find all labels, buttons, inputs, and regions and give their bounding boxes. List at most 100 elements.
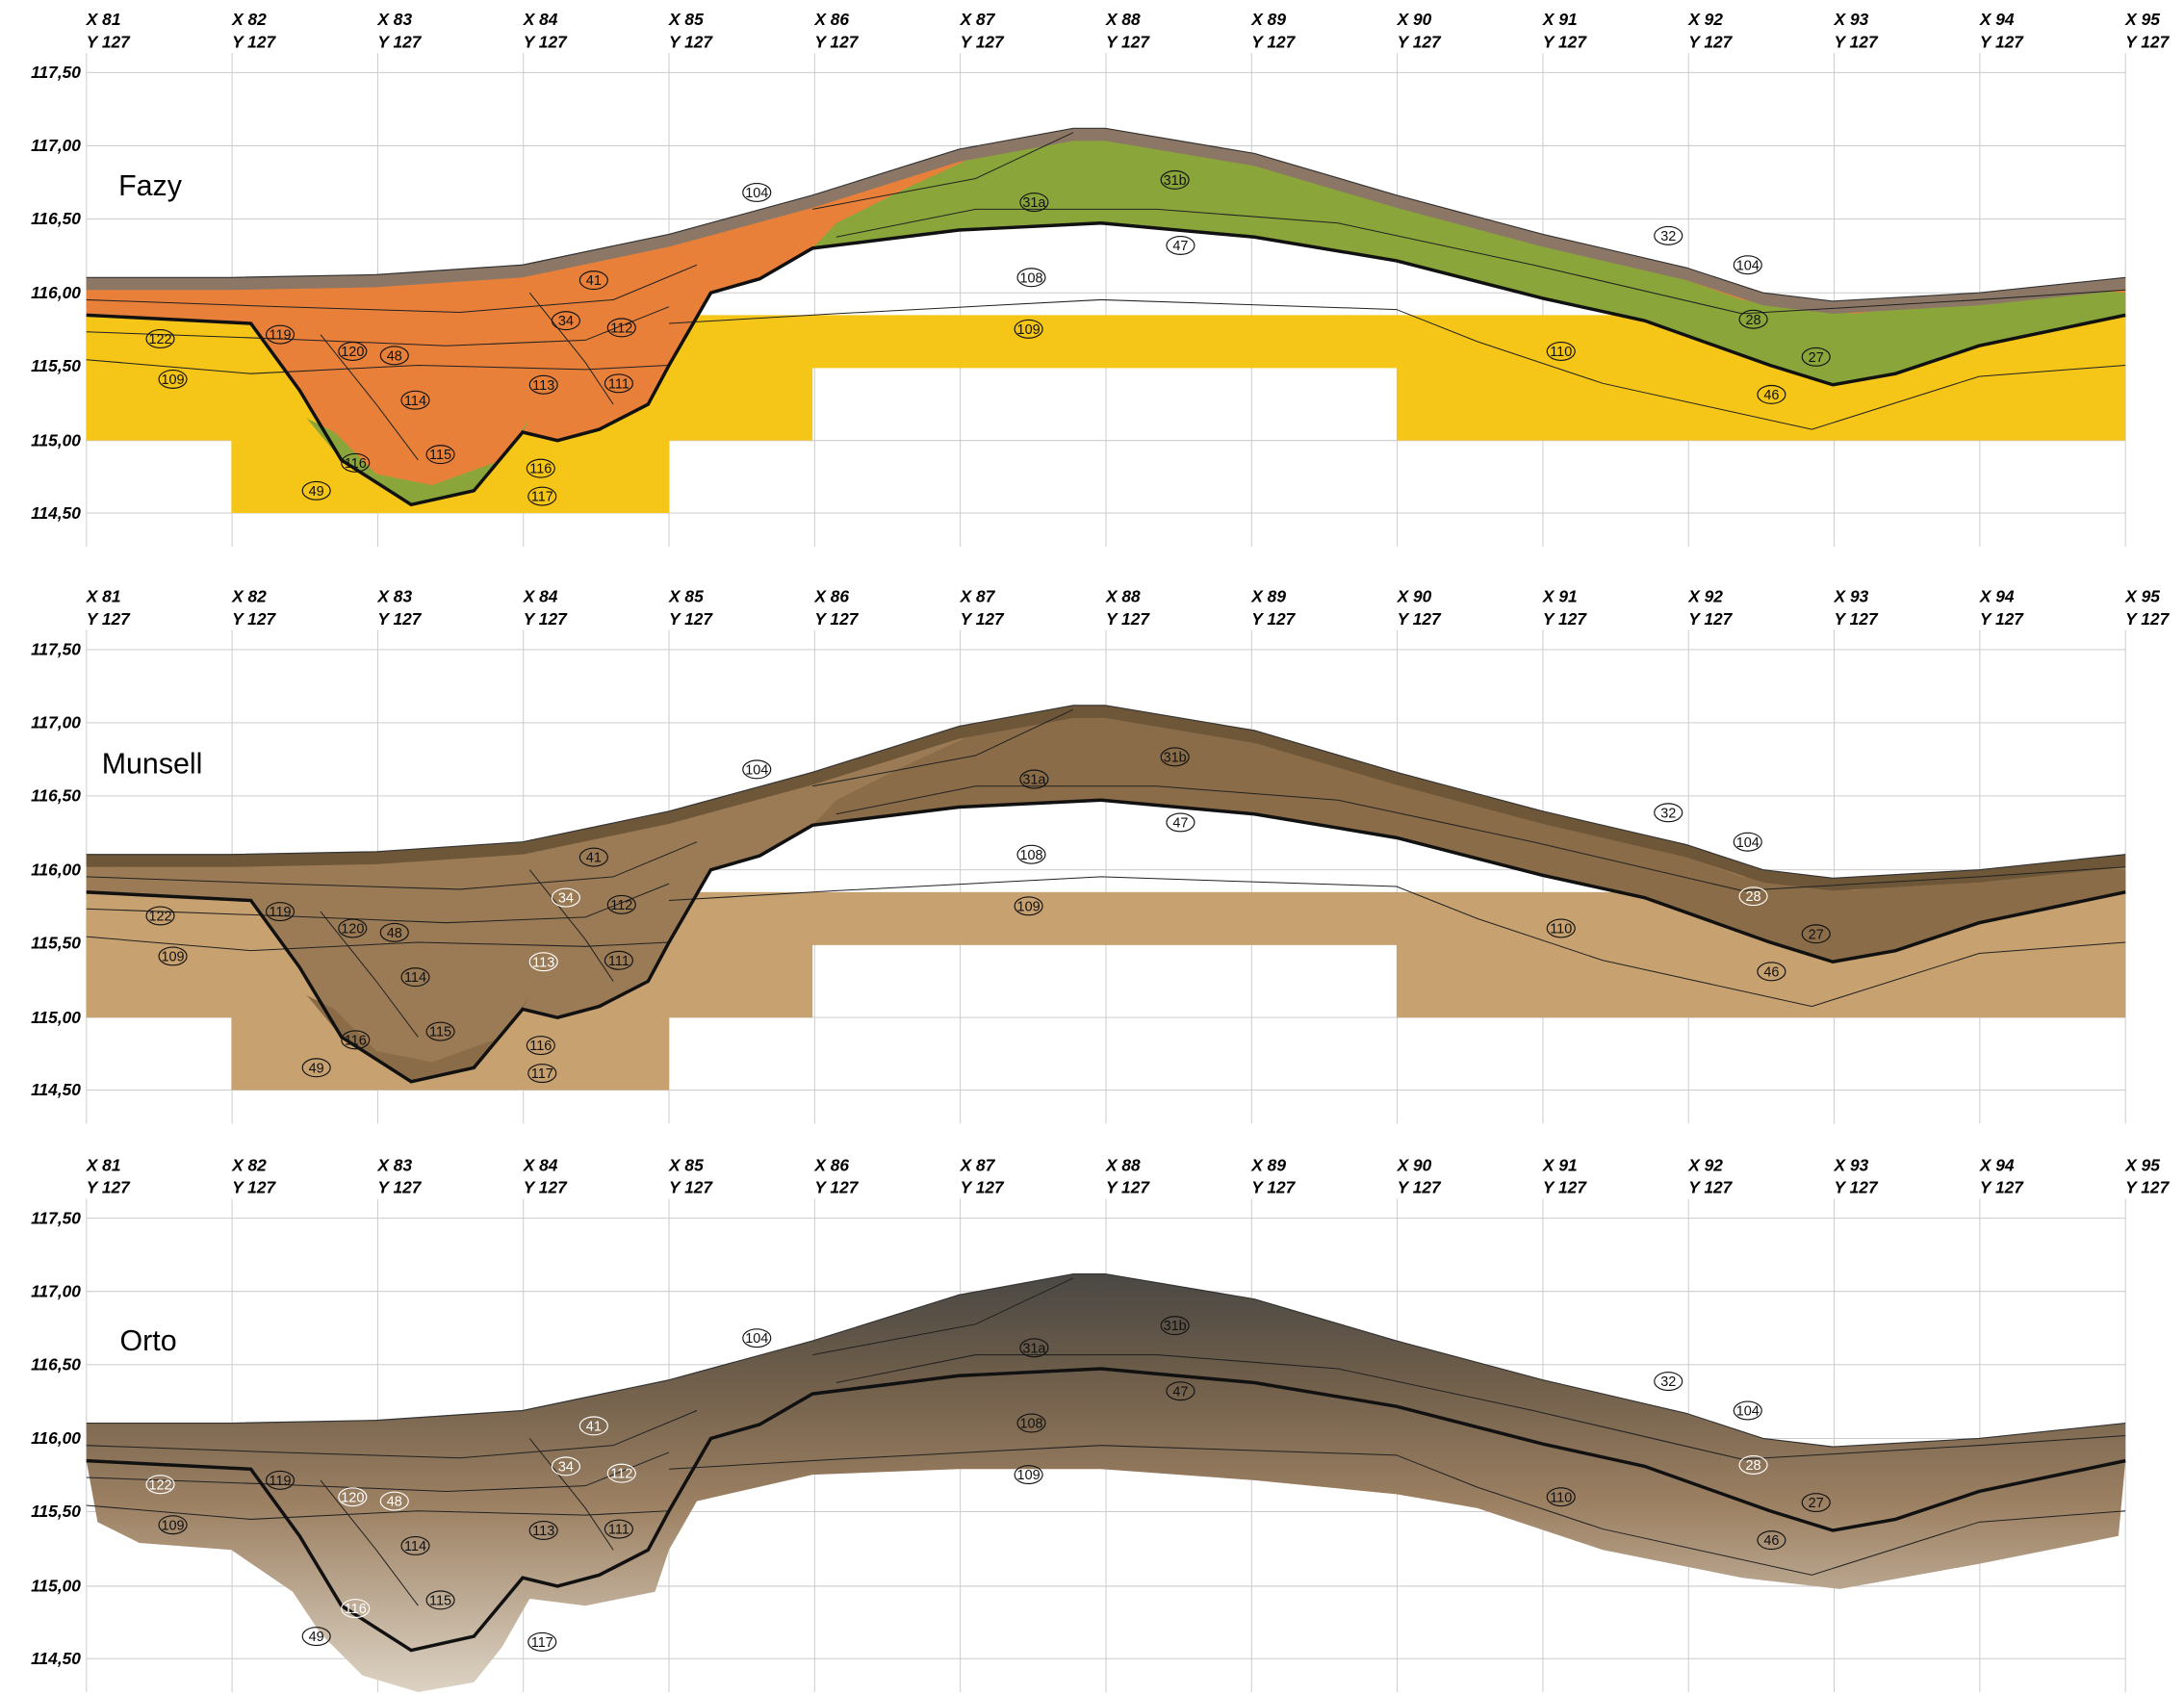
layer-label: 111 bbox=[608, 1523, 630, 1538]
column-x-label: X 91 bbox=[1542, 587, 1578, 606]
layer-label: 120 bbox=[341, 1490, 364, 1505]
column-x-label: X 93 bbox=[1834, 1155, 1869, 1174]
level-label: 114,50 bbox=[31, 503, 81, 523]
layer-label-oval bbox=[145, 906, 175, 926]
column-y-label: Y 127 bbox=[961, 1178, 1005, 1197]
layer-label-oval bbox=[338, 342, 368, 362]
layer-label: 109 bbox=[161, 1518, 184, 1533]
column-x-label: X 94 bbox=[1979, 587, 2015, 606]
layer-label: 109 bbox=[161, 372, 184, 388]
panel-title: Munsell bbox=[102, 748, 203, 781]
boundary-line bbox=[86, 798, 2126, 1084]
layer-label-oval bbox=[1166, 235, 1195, 255]
column-x-label: X 92 bbox=[1687, 587, 1723, 606]
layer-line bbox=[669, 1445, 2126, 1576]
column-x-label: X 94 bbox=[1979, 1155, 2015, 1174]
layer-line bbox=[835, 785, 2126, 891]
layer-label-oval bbox=[526, 1604, 555, 1624]
column-y-label: Y 127 bbox=[1688, 609, 1733, 629]
layer-line bbox=[86, 359, 670, 374]
fill-layer bbox=[86, 705, 2126, 1082]
layer-label-oval bbox=[1019, 769, 1049, 789]
orto-photo bbox=[86, 1273, 2126, 1692]
layer-label: 48 bbox=[387, 926, 402, 941]
layer-label-oval bbox=[1016, 844, 1046, 864]
layer-label: 120 bbox=[341, 922, 364, 937]
column-y-label: Y 127 bbox=[1106, 32, 1150, 51]
layer-label: 116 bbox=[345, 1033, 367, 1048]
column-y-label: Y 127 bbox=[1835, 609, 1879, 629]
layer-line bbox=[86, 883, 670, 924]
layer-label-oval bbox=[158, 369, 188, 389]
column-y-label: Y 127 bbox=[1106, 609, 1150, 629]
column-y-label: Y 127 bbox=[1835, 1178, 1879, 1197]
column-x-label: X 87 bbox=[960, 10, 996, 29]
layer-label-oval bbox=[1166, 1381, 1195, 1401]
layer-label: 46 bbox=[1763, 964, 1779, 980]
layer-label-oval bbox=[158, 1515, 188, 1535]
column-x-label: X 91 bbox=[1542, 1155, 1578, 1174]
surface-line bbox=[86, 127, 2126, 302]
column-y-label: Y 127 bbox=[669, 1178, 713, 1197]
column-x-label: X 83 bbox=[376, 1155, 412, 1174]
column-y-label: Y 127 bbox=[87, 1178, 131, 1197]
column-y-label: Y 127 bbox=[524, 1178, 568, 1197]
layer-label-oval bbox=[604, 373, 633, 394]
layer-label-oval bbox=[606, 1463, 636, 1483]
column-x-label: X 85 bbox=[668, 587, 704, 606]
green-layer bbox=[306, 418, 530, 505]
layer-label: 114 bbox=[404, 970, 426, 986]
layer-label-oval bbox=[1733, 1400, 1762, 1421]
panel: X 81 Y 127 X 82 Y 127 X 83 Y 127 X 84 Y 127 X 85… bbox=[31, 10, 2171, 547]
layer-label-oval bbox=[379, 922, 409, 942]
layer-label-oval bbox=[1757, 962, 1786, 982]
layer-line bbox=[528, 869, 614, 982]
level-label: 116,50 bbox=[31, 786, 81, 806]
column-x-label: X 89 bbox=[1250, 1155, 1286, 1174]
column-y-label: Y 127 bbox=[1251, 1178, 1296, 1197]
layer-label-oval bbox=[1738, 886, 1768, 907]
boundary-line bbox=[86, 1367, 2126, 1653]
layer-label-oval bbox=[1738, 309, 1768, 329]
layer-label-oval bbox=[145, 1475, 175, 1495]
layer-label-oval bbox=[528, 374, 558, 395]
column-x-label: X 93 bbox=[1834, 587, 1869, 606]
layer-label: 115 bbox=[429, 1025, 451, 1040]
column-x-label: X 89 bbox=[1250, 587, 1286, 606]
level-label: 115,00 bbox=[31, 1577, 81, 1596]
surface-line bbox=[86, 705, 2126, 879]
layer-label: 117 bbox=[531, 490, 553, 505]
panel-title: Orto bbox=[120, 1324, 177, 1357]
layer-label: 114 bbox=[404, 1539, 426, 1554]
layer-label-oval bbox=[265, 902, 295, 922]
layer-line bbox=[835, 1354, 2126, 1460]
panel: X 81 Y 127 X 82 Y 127 X 83 Y 127 X 84 Y 127 X 85… bbox=[31, 587, 2171, 1124]
layer-label-oval bbox=[1014, 319, 1043, 339]
layer-label: 110 bbox=[1550, 345, 1572, 360]
layer-label: 32 bbox=[1660, 229, 1676, 244]
layer-label: 110 bbox=[1550, 922, 1572, 937]
layer-label: 116 bbox=[529, 462, 552, 477]
layer-label: 28 bbox=[1746, 313, 1761, 328]
layer-label-oval bbox=[301, 1627, 331, 1647]
column-x-label: X 86 bbox=[813, 1155, 849, 1174]
column-y-label: Y 127 bbox=[1251, 609, 1296, 629]
level-label: 116,00 bbox=[31, 860, 81, 879]
layer-label-oval bbox=[578, 1416, 608, 1436]
column-x-label: X 90 bbox=[1397, 10, 1432, 29]
layer-label-oval bbox=[1801, 1493, 1831, 1513]
layer-label-oval bbox=[400, 967, 430, 988]
column-y-label: Y 127 bbox=[1688, 32, 1733, 51]
layer-label-oval bbox=[604, 950, 633, 970]
layer-label-oval bbox=[1733, 255, 1762, 275]
layer-label: 32 bbox=[1660, 806, 1676, 821]
layer-label: 122 bbox=[148, 910, 171, 925]
level-label: 116,50 bbox=[31, 1354, 81, 1374]
layer-label: 115 bbox=[429, 448, 451, 463]
layer-label-oval bbox=[301, 1058, 331, 1078]
layer-label-oval bbox=[379, 1491, 409, 1511]
layer-label-oval bbox=[379, 346, 409, 366]
layer-label: 104 bbox=[1736, 835, 1760, 851]
column-x-label: X 86 bbox=[813, 10, 849, 29]
level-label: 115,50 bbox=[31, 933, 81, 952]
